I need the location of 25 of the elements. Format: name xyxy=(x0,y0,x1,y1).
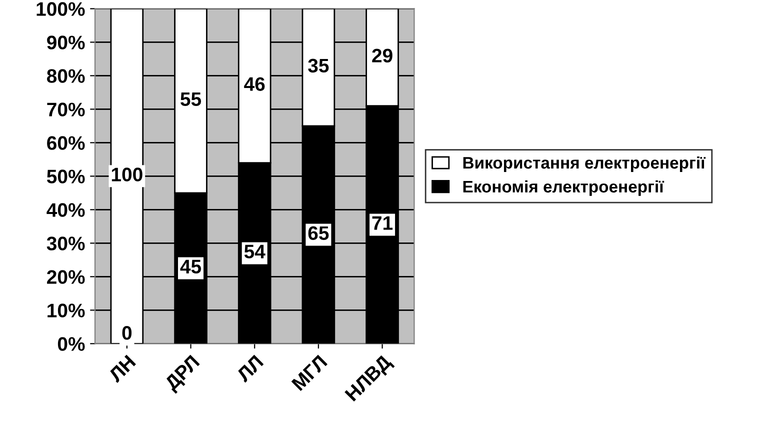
y-tick-label: 90% xyxy=(47,36,85,50)
data-label: 46 xyxy=(244,77,265,91)
y-tick-label: 20% xyxy=(47,270,85,284)
legend-label: Використання електроенергії xyxy=(463,156,706,172)
y-tick-label: 60% xyxy=(47,136,85,150)
data-label: 55 xyxy=(180,92,202,106)
data-label: 0 xyxy=(122,326,132,340)
data-label: 54 xyxy=(244,244,266,258)
y-tick-label: 50% xyxy=(46,170,85,184)
y-tick-label: 80% xyxy=(46,69,85,83)
y-tick-label: 10% xyxy=(48,304,85,318)
y-tick-label: 70% xyxy=(47,102,85,116)
data-label: 45 xyxy=(180,260,202,274)
y-tick-label: 100% xyxy=(36,2,85,16)
x-tick-label: ЛН xyxy=(108,354,136,383)
data-label: 35 xyxy=(308,58,329,73)
legend-label: Економія електроенергії xyxy=(463,180,664,196)
data-label: 100 xyxy=(112,168,142,182)
data-label: 65 xyxy=(308,226,329,240)
y-tick-label: 30% xyxy=(46,236,85,250)
data-label: 71 xyxy=(372,216,393,230)
x-tick-label: ЛЛ xyxy=(236,354,264,383)
y-tick-label: 40% xyxy=(46,203,85,217)
data-label: 29 xyxy=(372,48,392,62)
y-tick-label: 0% xyxy=(58,337,85,351)
